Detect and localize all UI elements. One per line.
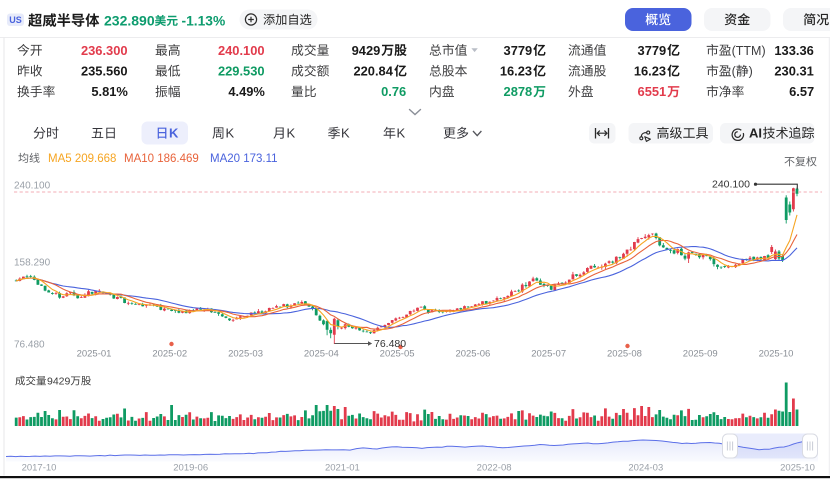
svg-text:16.23: 16.23 — [500, 64, 532, 79]
svg-text:6551: 6551 — [638, 84, 667, 99]
svg-text:2025-05: 2025-05 — [380, 349, 415, 360]
svg-text:2017-10: 2017-10 — [22, 463, 57, 474]
svg-text:2021-01: 2021-01 — [325, 463, 360, 474]
svg-text:-1.13%: -1.13% — [182, 14, 226, 29]
svg-text:2025-02: 2025-02 — [152, 349, 187, 360]
svg-text:MA10 186.469: MA10 186.469 — [124, 153, 199, 165]
svg-text:9429: 9429 — [352, 43, 381, 58]
svg-text:240.100: 240.100 — [712, 179, 750, 191]
svg-text:2025-09: 2025-09 — [683, 349, 718, 360]
svg-text:2025-10: 2025-10 — [759, 349, 794, 360]
svg-text:K: K — [226, 126, 235, 141]
svg-text:(TTM): (TTM) — [732, 44, 766, 58]
svg-text:K: K — [169, 126, 179, 141]
svg-text:K: K — [397, 126, 406, 141]
svg-text:230.31: 230.31 — [774, 64, 813, 79]
svg-text:2878: 2878 — [504, 84, 533, 99]
svg-text:5.81%: 5.81% — [91, 84, 128, 99]
svg-text:US: US — [9, 15, 22, 25]
svg-text:2025-01: 2025-01 — [77, 349, 112, 360]
svg-text:4.49%: 4.49% — [228, 84, 265, 99]
svg-text:2025-04: 2025-04 — [304, 349, 339, 360]
svg-text:133.36: 133.36 — [774, 43, 813, 58]
svg-text:3779: 3779 — [504, 43, 533, 58]
svg-text:236.300: 236.300 — [81, 43, 128, 58]
svg-text:0.76: 0.76 — [381, 84, 406, 99]
svg-text:2025-03: 2025-03 — [228, 349, 263, 360]
svg-text:MA5 209.668: MA5 209.668 — [48, 153, 116, 165]
svg-text:76.480: 76.480 — [374, 338, 406, 350]
svg-text:2025-08: 2025-08 — [607, 349, 642, 360]
svg-text:K: K — [341, 126, 350, 141]
svg-text:240.100: 240.100 — [14, 181, 51, 192]
svg-text:AI: AI — [749, 126, 762, 141]
svg-text:(: ( — [732, 65, 737, 79]
svg-text:229.530: 229.530 — [218, 64, 265, 79]
svg-text:3779: 3779 — [638, 43, 667, 58]
svg-text:K: K — [287, 126, 296, 141]
svg-text:2025-07: 2025-07 — [531, 349, 566, 360]
svg-text:): ) — [749, 65, 753, 79]
svg-text:2022-08: 2022-08 — [477, 463, 512, 474]
svg-text:2025-06: 2025-06 — [455, 349, 490, 360]
svg-text:232.890: 232.890 — [104, 13, 155, 29]
svg-text:2019-06: 2019-06 — [173, 463, 208, 474]
svg-text:240.100: 240.100 — [218, 43, 265, 58]
svg-text:158.290: 158.290 — [14, 258, 51, 269]
svg-text:220.84: 220.84 — [353, 64, 393, 79]
svg-text:2025-10: 2025-10 — [780, 463, 815, 474]
svg-text:2024-03: 2024-03 — [628, 463, 663, 474]
svg-text:6.57: 6.57 — [789, 84, 814, 99]
svg-text:76.480: 76.480 — [14, 340, 45, 351]
svg-text:9429: 9429 — [47, 376, 71, 388]
svg-text:MA20 173.11: MA20 173.11 — [210, 153, 278, 165]
svg-text:235.560: 235.560 — [81, 64, 128, 79]
svg-text:16.23: 16.23 — [634, 64, 666, 79]
